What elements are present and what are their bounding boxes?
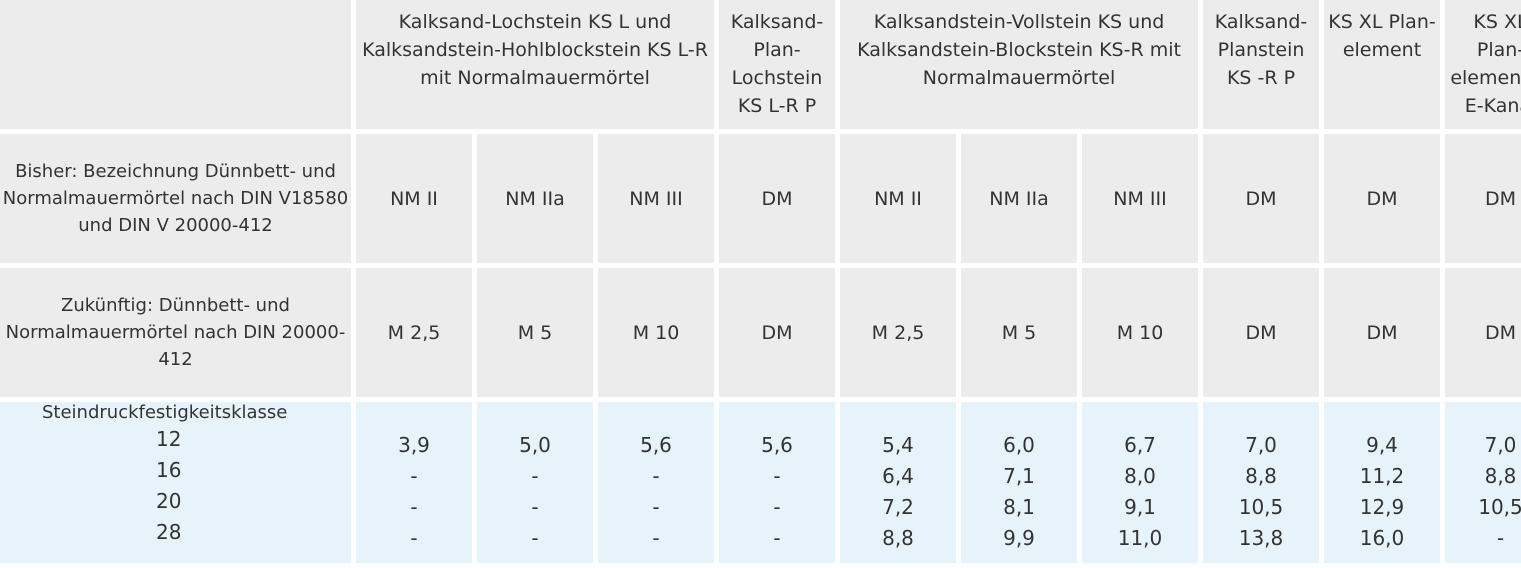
value: - — [410, 526, 418, 550]
strength-class: 20 — [156, 489, 182, 513]
bisher-cell: NM III — [1082, 134, 1198, 263]
zukuenftig-cell: DM — [719, 268, 835, 397]
steindruck-column: 5,6 - - - — [598, 402, 714, 563]
bisher-cell: NM IIa — [961, 134, 1077, 263]
steindruck-column: 9,4 11,2 12,9 16,0 — [1324, 402, 1440, 563]
steindruck-column: 6,7 8,0 9,1 11,0 — [1082, 402, 1198, 563]
value: 5,4 — [882, 433, 914, 457]
strength-class: 16 — [156, 458, 182, 482]
value: - — [531, 464, 539, 488]
steindruck-column: 5,0 - - - — [477, 402, 593, 563]
bisher-cell: NM IIa — [477, 134, 593, 263]
zukuenftig-cell: DM — [1324, 268, 1440, 397]
steindruck-column: 5,6 - - - — [719, 402, 835, 563]
row-label-bisher: Bisher: Bezeichnung Dünnbett- und Normal… — [0, 134, 351, 263]
value: 8,8 — [882, 526, 914, 550]
value: 8,8 — [1245, 464, 1277, 488]
value: 7,2 — [882, 495, 914, 519]
value: 6,4 — [882, 464, 914, 488]
value: 16,0 — [1359, 526, 1405, 550]
value: - — [652, 495, 660, 519]
zukuenftig-cell: M 5 — [961, 268, 1077, 397]
value: - — [773, 526, 781, 550]
header-ks-xl-planelement: KS XL Plan-element — [1324, 0, 1440, 129]
value: 6,7 — [1124, 433, 1156, 457]
bisher-cell: NM II — [356, 134, 472, 263]
bisher-cell: DM — [1445, 134, 1521, 263]
bisher-cell: NM II — [840, 134, 956, 263]
value: 11,0 — [1117, 526, 1163, 550]
value: 9,1 — [1124, 495, 1156, 519]
value: 8,0 — [1124, 464, 1156, 488]
zukuenftig-cell: DM — [1445, 268, 1521, 397]
bisher-cell: DM — [1203, 134, 1319, 263]
row-label-steindruck: Steindruckfestigkeitsklasse 12 16 20 28 — [0, 402, 351, 563]
value: - — [1496, 526, 1505, 550]
value: - — [773, 464, 781, 488]
value: 11,2 — [1359, 464, 1405, 488]
header-ks-r-p: Kalksand-Planstein KS -R P — [1203, 0, 1319, 129]
bisher-cell: DM — [1324, 134, 1440, 263]
value: 12,9 — [1359, 495, 1405, 519]
header-ks-l-normalmoertel: Kalksand-Lochstein KS L und Kalksandstei… — [356, 0, 714, 129]
steindruck-column: 6,0 7,1 8,1 9,9 — [961, 402, 1077, 563]
zukuenftig-cell: M 2,5 — [840, 268, 956, 397]
header-corner-cell — [0, 0, 351, 129]
zukuenftig-cell: M 10 — [1082, 268, 1198, 397]
value: 3,9 — [398, 433, 430, 457]
value: - — [410, 464, 418, 488]
value: 7,0 — [1245, 433, 1277, 457]
row-label-zukuenftig: Zukünftig: Dünnbett- und Normalmauermört… — [0, 268, 351, 397]
value: 7,1 — [1003, 464, 1035, 488]
header-ks-vollstein-normalmoertel: Kalksandstein-Vollstein KS und Kalksands… — [840, 0, 1198, 129]
header-ks-l-r-p: Kalksand-Plan-Lochstein KS L-R P — [719, 0, 835, 129]
value: 5,6 — [640, 433, 672, 457]
value: - — [410, 495, 418, 519]
value: 6,0 — [1003, 433, 1035, 457]
bisher-cell: NM III — [598, 134, 714, 263]
value: 10,5 — [1478, 495, 1521, 519]
strength-class-list: 12 16 20 28 — [42, 424, 181, 548]
value: 9,4 — [1366, 433, 1398, 457]
strength-class: 28 — [156, 520, 182, 544]
zukuenftig-cell: M 5 — [477, 268, 593, 397]
zukuenftig-cell: M 2,5 — [356, 268, 472, 397]
steindruck-column: 7,0 8,8 10,5 - — [1445, 402, 1521, 563]
steindruck-column: 3,9 - - - — [356, 402, 472, 563]
value: - — [652, 526, 660, 550]
value: 5,6 — [761, 433, 793, 457]
steindruck-column: 7,0 8,8 10,5 13,8 — [1203, 402, 1319, 563]
value: - — [531, 495, 539, 519]
steindruck-title: Steindruckfestigkeitsklasse — [42, 402, 288, 423]
zukuenftig-cell: DM — [1203, 268, 1319, 397]
value: - — [652, 464, 660, 488]
steindruck-column: 5,4 6,4 7,2 8,8 — [840, 402, 956, 563]
value: - — [531, 526, 539, 550]
value: 8,8 — [1484, 464, 1517, 488]
value: 5,0 — [519, 433, 551, 457]
value: 8,1 — [1003, 495, 1035, 519]
bisher-cell: DM — [719, 134, 835, 263]
strength-class: 12 — [156, 427, 182, 451]
value: 7,0 — [1484, 433, 1517, 457]
header-ks-xl-planelement-e-kanal: KS XL Plan-element + E-Kanal — [1445, 0, 1521, 129]
value: 9,9 — [1003, 526, 1035, 550]
value: 13,8 — [1238, 526, 1284, 550]
zukuenftig-cell: M 10 — [598, 268, 714, 397]
value: - — [773, 495, 781, 519]
value: 10,5 — [1238, 495, 1284, 519]
